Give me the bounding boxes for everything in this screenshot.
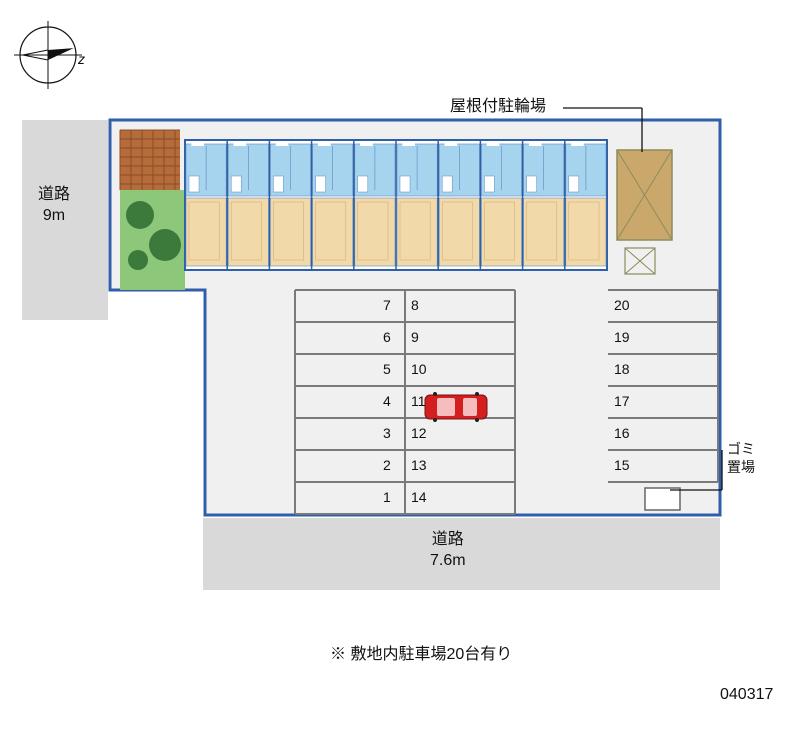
parking-slot-number: 18 <box>614 361 630 377</box>
parking-slot-number: 6 <box>383 329 391 345</box>
parking-slot-number: 20 <box>614 297 630 313</box>
parking-slot-number: 8 <box>411 297 419 313</box>
parking-slot-number: 19 <box>614 329 630 345</box>
compass-z-label: z <box>78 50 85 68</box>
road-bottom-label: 道路 7.6m <box>430 530 466 572</box>
parking-slot-number: 12 <box>411 425 427 441</box>
parking-slot-number: 5 <box>383 361 391 377</box>
parking-slot-number: 3 <box>383 425 391 441</box>
parking-slot-number: 14 <box>411 489 427 505</box>
parking-slot-number: 4 <box>383 393 391 409</box>
road-bottom-line1: 道路 <box>432 531 464 548</box>
parking-slot-number: 10 <box>411 361 427 377</box>
drawing-code: 040317 <box>720 685 773 706</box>
parking-slot-number: 17 <box>614 393 630 409</box>
footnote: ※ 敷地内駐車場20台有り <box>330 645 512 666</box>
car-icon <box>425 392 487 422</box>
gomi-line1: ゴミ <box>727 441 755 457</box>
road-left-label: 道路 9m <box>38 185 70 227</box>
road-left-line1: 道路 <box>38 186 70 203</box>
parking-slot-number: 1 <box>383 489 391 505</box>
parking-slot-number: 15 <box>614 457 630 473</box>
parking-slot-number: 9 <box>411 329 419 345</box>
parking-slot-number: 13 <box>411 457 427 473</box>
road-left-line2: 9m <box>43 207 65 224</box>
site-plan <box>0 0 800 727</box>
road-bottom-line2: 7.6m <box>430 552 466 569</box>
parking-slot-number: 7 <box>383 297 391 313</box>
gomi-line2: 置場 <box>727 459 755 475</box>
bike-shed-label: 屋根付駐輪場 <box>450 97 546 118</box>
parking-slot-number: 11 <box>411 393 426 409</box>
parking-slot-number: 16 <box>614 425 630 441</box>
parking-slot-number: 2 <box>383 457 391 473</box>
gomi-label: ゴミ 置場 <box>727 440 755 476</box>
